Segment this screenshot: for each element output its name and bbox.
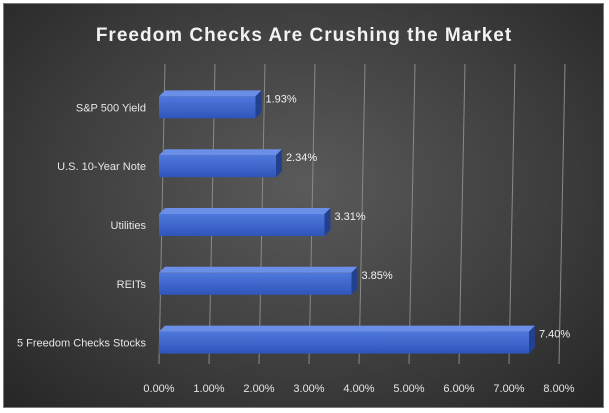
x-tick-label: 7.00%: [493, 383, 524, 395]
bar-front-face: [159, 96, 256, 119]
x-tick-label: 6.00%: [443, 383, 474, 395]
bar-front-face: [159, 155, 276, 178]
labels: 0.00% 1.00% 2.00% 3.00% 4.00% 5.00% 6.00% 7.00%…: [17, 93, 575, 395]
gridline: [458, 63, 466, 365]
bar-top-face: [159, 266, 358, 273]
data-label: 7.40%: [539, 329, 570, 341]
x-tick-label: 3.00%: [293, 383, 324, 395]
bar-top-face: [159, 90, 262, 97]
x-tick-label: 1.00%: [193, 383, 224, 395]
x-tick-label: 0.00%: [143, 383, 174, 395]
bar-front-face: [159, 214, 325, 236]
bar: [159, 208, 331, 236]
gridline: [558, 63, 566, 365]
bar-front-face: [159, 331, 529, 354]
bar-side-face: [529, 325, 535, 354]
x-tick-label: 8.00%: [543, 383, 574, 395]
bar-chart: Freedom Checks Are Crushing the Market 0…: [17, 25, 575, 395]
data-label: 2.34%: [286, 152, 317, 164]
bar-top-face: [159, 325, 535, 332]
category-label: REITs: [117, 279, 147, 291]
bar-side-face: [276, 149, 282, 178]
bar: [159, 325, 535, 354]
gridline: [408, 63, 416, 365]
gridlines: [158, 63, 566, 365]
bar-top-face: [159, 208, 331, 214]
bar: [159, 149, 282, 178]
category-label: 5 Freedom Checks Stocks: [17, 338, 146, 350]
x-tick-label: 4.00%: [343, 383, 374, 395]
bar-side-face: [255, 90, 262, 119]
chart-area: Freedom Checks Are Crushing the Market 0…: [3, 3, 604, 408]
bars: [159, 90, 535, 354]
bar: [159, 266, 358, 295]
bar-front-face: [159, 272, 352, 295]
bar: [159, 90, 262, 119]
category-label: S&P 500 Yield: [76, 102, 146, 114]
chart-title: Freedom Checks Are Crushing the Market: [96, 25, 512, 46]
data-label: 3.85%: [362, 270, 393, 282]
gridline: [358, 63, 366, 365]
x-tick-label: 2.00%: [243, 383, 274, 395]
bar-side-face: [351, 266, 358, 295]
category-label: U.S. 10-Year Note: [57, 161, 146, 173]
bar-side-face: [324, 208, 331, 236]
x-tick-label: 5.00%: [393, 383, 424, 395]
data-label: 3.31%: [335, 211, 366, 223]
category-label: Utilities: [111, 220, 147, 232]
data-label: 1.93%: [266, 93, 297, 105]
gridline: [508, 63, 516, 365]
bar-top-face: [159, 149, 282, 156]
